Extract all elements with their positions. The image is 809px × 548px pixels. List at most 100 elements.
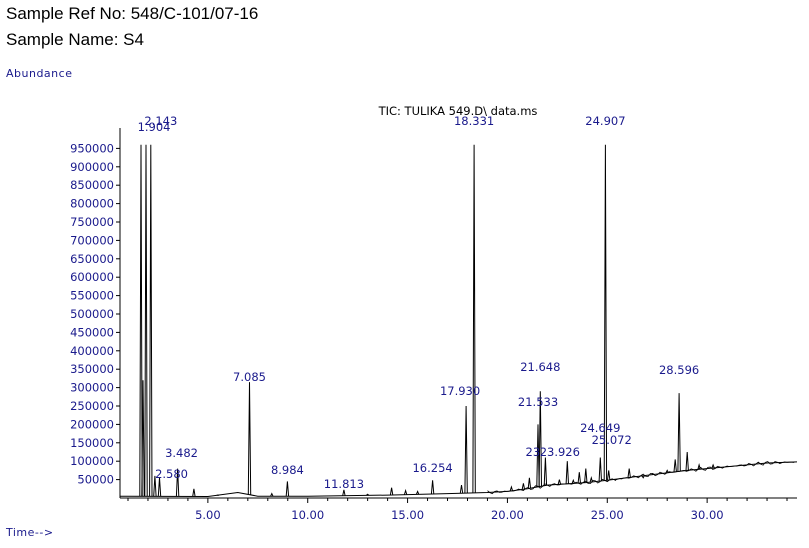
y-tick-label: 250000 — [70, 399, 114, 413]
peak-label: 21.533 — [518, 395, 558, 409]
y-tick-label: 750000 — [70, 215, 114, 229]
peak — [527, 477, 532, 489]
peak — [685, 451, 689, 471]
y-tick-label: 300000 — [70, 381, 114, 395]
peak — [139, 144, 143, 497]
labeled-peak — [464, 405, 468, 494]
peak-label: 28.596 — [659, 363, 699, 377]
x-tick-label: 30.00 — [691, 508, 724, 522]
labeled-peak — [247, 382, 252, 495]
peak-label: 8.984 — [271, 463, 304, 477]
labeled-peak — [149, 144, 153, 497]
x-tick-label: 10.00 — [291, 508, 324, 522]
axis-ticks: 50000 100000 150000 200000 250000 300000 35000… — [70, 141, 788, 522]
y-tick-label: 400000 — [70, 344, 114, 358]
peak — [153, 475, 157, 497]
peak-label: 24.907 — [585, 114, 625, 128]
y-tick-label: 150000 — [70, 436, 114, 450]
peak — [613, 478, 617, 481]
peak-label: 23.926 — [540, 445, 580, 459]
peak — [589, 475, 593, 483]
y-tick-label: 700000 — [70, 233, 114, 247]
y-tick-label: 500000 — [70, 307, 114, 321]
axes — [119, 128, 797, 499]
peak — [641, 475, 645, 479]
y-tick-label: 650000 — [70, 252, 114, 266]
x-axis-label: Time--> — [6, 526, 54, 539]
peak — [366, 493, 370, 496]
sample-name: Sample Name: S4 — [6, 30, 144, 49]
y-tick-label: 100000 — [70, 454, 114, 468]
peak — [697, 462, 701, 470]
peak — [565, 461, 569, 484]
peak-label: 11.813 — [324, 477, 364, 491]
y-axis-label: Abundance — [6, 67, 73, 80]
y-tick-label: 850000 — [70, 178, 114, 192]
y-tick-label: 50000 — [77, 473, 114, 487]
x-tick-label: 20.00 — [491, 508, 524, 522]
peak — [459, 485, 464, 494]
peak — [711, 463, 715, 469]
peak-label: 24.649 — [580, 421, 620, 435]
labeled-peak — [175, 468, 180, 497]
peak-label: 2.580 — [155, 467, 188, 481]
labeled-peak — [603, 144, 608, 481]
x-tick-label: 25.00 — [591, 508, 624, 522]
peak-label: 17.930 — [440, 384, 480, 398]
labeled-peak — [430, 480, 435, 495]
peak-label: 21.648 — [520, 360, 560, 374]
peak-label-partial: 23 — [526, 445, 541, 459]
x-tick-label: 15.00 — [391, 508, 424, 522]
peak — [627, 468, 631, 478]
y-tick-label: 450000 — [70, 325, 114, 339]
y-tick-label: 550000 — [70, 289, 114, 303]
peak — [521, 483, 526, 490]
labeled-peak — [598, 457, 602, 482]
peak — [571, 478, 575, 484]
sample-ref-number: Sample Ref No: 548/C-101/07-16 — [6, 4, 259, 23]
peak — [665, 469, 669, 474]
peak-label: 3.482 — [165, 446, 198, 460]
labeled-peak — [538, 391, 542, 487]
labeled-peak — [342, 489, 346, 496]
baseline-trace — [119, 461, 798, 498]
y-tick-label: 600000 — [70, 270, 114, 284]
labeled-peak — [607, 470, 611, 481]
peak — [509, 485, 514, 492]
y-tick-label: 800000 — [70, 197, 114, 211]
y-tick-label: 200000 — [70, 417, 114, 431]
peaks — [139, 144, 715, 497]
labeled-peak — [157, 477, 162, 497]
trace — [119, 461, 798, 498]
peak-label: 7.085 — [233, 370, 266, 384]
labeled-peak — [285, 481, 290, 497]
peak-label: 1.904 — [138, 120, 171, 134]
peak-label: 18.331 — [454, 114, 494, 128]
labeled-peak — [536, 424, 540, 487]
x-tick-label: 5.00 — [195, 508, 221, 522]
peak — [270, 492, 274, 497]
y-tick-label: 350000 — [70, 362, 114, 376]
peak — [141, 380, 145, 497]
y-tick-label: 950000 — [70, 141, 114, 155]
peak-label: 2.143 — [144, 114, 177, 128]
chart-title: TIC: TULIKA 549.D\ data.ms — [378, 104, 538, 118]
peak — [577, 472, 581, 484]
labeled-peak — [584, 468, 588, 483]
peak — [389, 487, 394, 496]
labeled-peak — [144, 144, 148, 497]
y-tick-label: 900000 — [70, 160, 114, 174]
labeled-peak — [472, 144, 476, 493]
peak-label: 25.072 — [592, 433, 632, 447]
peak — [415, 490, 420, 495]
peak — [543, 457, 548, 486]
peak — [557, 479, 562, 485]
peak — [403, 488, 408, 495]
peak — [192, 488, 196, 497]
labeled-peak — [677, 393, 681, 472]
noise-trace — [487, 461, 795, 495]
peak-label: 16.254 — [412, 461, 452, 475]
peak — [673, 459, 677, 472]
